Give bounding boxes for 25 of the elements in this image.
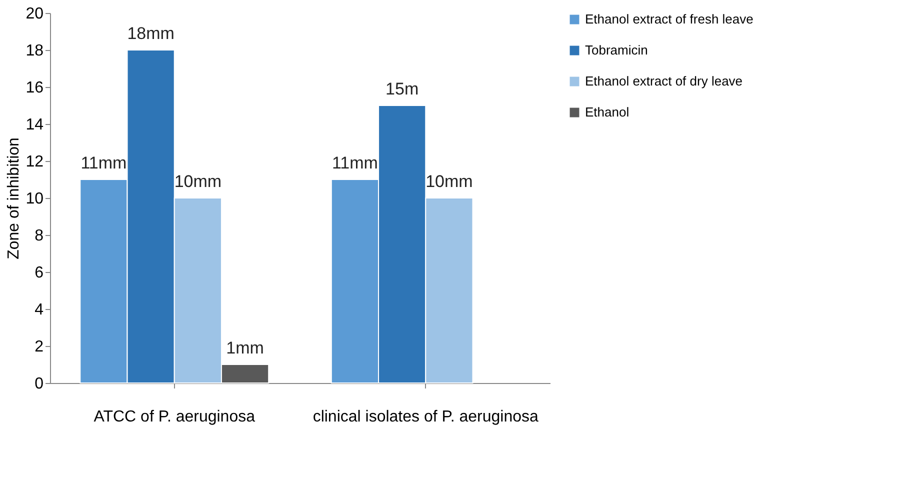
y-tick-label: 8 [34, 228, 44, 244]
legend-label: Ethanol extract of dry leave [585, 74, 743, 88]
x-tick-label: clinical isolates of P. aeruginosa [312, 408, 539, 426]
x-tick-label: ATCC of P. aeruginosa [94, 408, 256, 426]
y-tick-label: 18 [26, 42, 44, 60]
y-tick-label: 6 [34, 264, 44, 282]
y-tick-label: 2 [34, 338, 44, 356]
data-label: 1mm [226, 338, 264, 358]
y-tick-label: 14 [26, 116, 44, 134]
data-label: 11mm [332, 154, 378, 172]
data-label: 11mm [80, 154, 127, 172]
y-tick-label: 20 [26, 6, 44, 22]
data-label: 15m [386, 80, 419, 98]
y-tick-label: 4 [34, 302, 44, 318]
y-tick-label: 0 [34, 376, 44, 392]
legend-label: Tobramicin [585, 42, 648, 58]
data-label: 18mm [127, 24, 174, 43]
data-label: 10mm [174, 172, 222, 191]
data-label: 10mm [426, 172, 473, 191]
legend-label: Ethanol extract of fresh leave [585, 12, 754, 26]
y-axis-title: Zone of inhibition [6, 138, 23, 260]
y-tick-label: 16 [26, 80, 44, 96]
y-tick-label: 10 [26, 190, 44, 208]
y-tick-label: 12 [26, 154, 44, 170]
legend-label: Ethanol [585, 104, 630, 120]
